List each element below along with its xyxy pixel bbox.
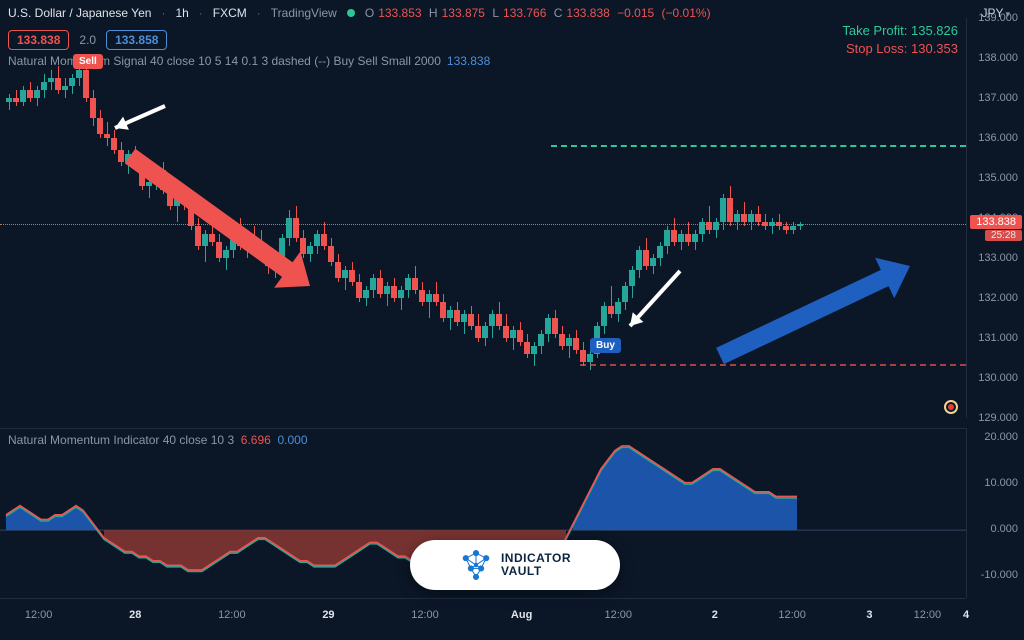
momentum-tick: -10.000 (981, 569, 1018, 581)
momentum-tick: 20.000 (984, 431, 1018, 443)
price-tick: 137.000 (978, 92, 1018, 104)
price-tick: 129.000 (978, 412, 1018, 424)
replay-icon[interactable] (944, 400, 958, 414)
time-tick: 12:00 (411, 609, 439, 621)
current-price-label: 133.838 (970, 215, 1022, 229)
time-tick: 12:00 (25, 609, 53, 621)
sell-signal: Sell (73, 54, 103, 69)
time-tick: Aug (511, 609, 532, 621)
price-tick: 132.000 (978, 292, 1018, 304)
time-tick: 29 (322, 609, 334, 621)
time-tick: 2 (712, 609, 718, 621)
momentum-tick: 10.000 (984, 477, 1018, 489)
price-tick: 133.000 (978, 252, 1018, 264)
time-tick: 12:00 (604, 609, 632, 621)
watermark-badge: INDICATORVAULT (410, 540, 620, 590)
price-tick: 138.000 (978, 52, 1018, 64)
price-tick: 131.000 (978, 332, 1018, 344)
price-chart[interactable]: Sell Buy (0, 18, 966, 418)
momentum-tick: 0.000 (990, 523, 1018, 535)
price-tick: 136.000 (978, 132, 1018, 144)
price-tick: 139.000 (978, 12, 1018, 24)
time-tick: 12:00 (778, 609, 806, 621)
live-dot-icon (347, 9, 355, 17)
time-tick: 28 (129, 609, 141, 621)
time-axis[interactable]: 12:00 28 12:00 29 12:00 Aug 12:00 2 12:00 3 12:00 4 (0, 598, 966, 638)
time-tick: 12:00 (218, 609, 246, 621)
price-tick: 130.000 (978, 372, 1018, 384)
stop-loss-line (580, 364, 966, 366)
watermark-text: INDICATORVAULT (501, 552, 571, 578)
current-price-line (0, 224, 966, 225)
momentum-axis[interactable]: 20.000 10.000 0.000 -10.000 (966, 428, 1024, 598)
countdown-label: 25:28 (985, 230, 1022, 241)
price-tick: 135.000 (978, 172, 1018, 184)
buy-signal: Buy (590, 338, 621, 353)
take-profit-line (551, 145, 966, 147)
time-tick: 4 (963, 609, 969, 621)
time-tick: 12:00 (914, 609, 942, 621)
network-icon (459, 548, 493, 582)
time-tick: 3 (866, 609, 872, 621)
price-axis[interactable]: 129.000130.000131.000132.000133.000134.0… (966, 18, 1024, 418)
